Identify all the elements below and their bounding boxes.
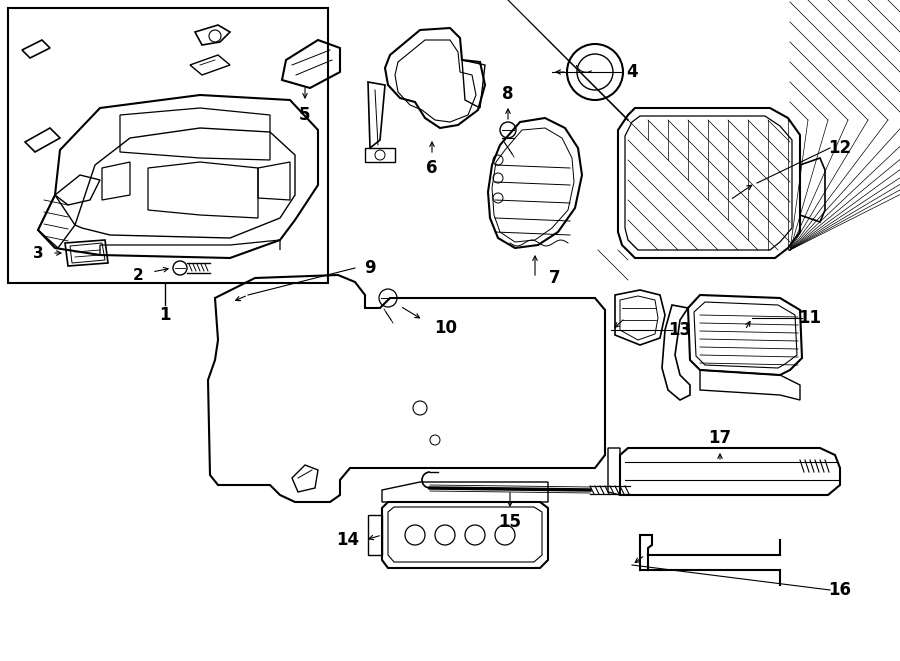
- Text: 4: 4: [626, 63, 638, 81]
- Text: 16: 16: [829, 581, 851, 599]
- Text: 2: 2: [132, 268, 143, 282]
- Text: 12: 12: [828, 139, 851, 157]
- Text: 7: 7: [549, 269, 561, 287]
- Text: 14: 14: [337, 531, 360, 549]
- Text: 9: 9: [364, 259, 376, 277]
- Text: 5: 5: [299, 106, 310, 124]
- Bar: [8, 8, 328, 283]
- Text: 11: 11: [798, 309, 822, 327]
- Text: 1: 1: [159, 306, 171, 324]
- Text: 8: 8: [502, 85, 514, 103]
- Text: 10: 10: [435, 319, 457, 337]
- Text: 3: 3: [32, 245, 43, 260]
- Text: 6: 6: [427, 159, 437, 177]
- Text: 15: 15: [499, 513, 521, 531]
- Text: 17: 17: [708, 429, 732, 447]
- Text: 13: 13: [669, 321, 691, 339]
